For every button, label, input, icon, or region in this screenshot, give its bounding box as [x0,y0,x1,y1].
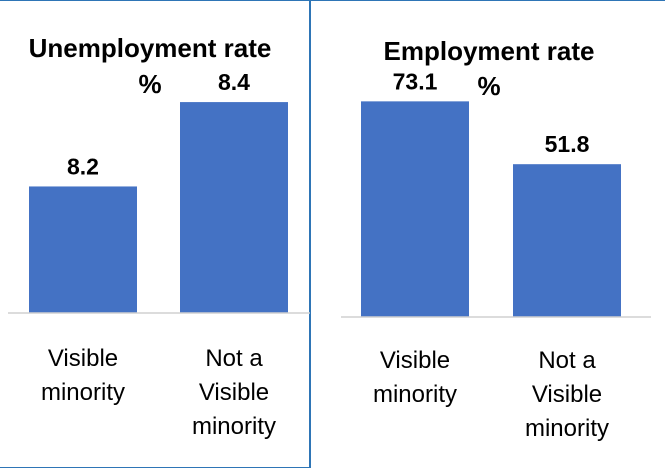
data-label-2: 8.4 [218,69,250,95]
unemployment-chart: Unemployment rate % 8.2 Visible minority 8.… [8,33,310,440]
category-label-1: Visible minority [373,347,457,408]
bar-1 [361,101,469,317]
category-label-1: Visible minority [41,345,125,406]
chart-title-line-2: % [477,71,500,101]
bar-2 [180,102,288,313]
data-label-2: 51.8 [545,131,590,157]
unemployment-chart-panel: Unemployment rate % 8.2 Visible minority 8.… [0,0,310,468]
chart-title-line-1: Unemployment rate [29,33,272,63]
chart-title-line-1: Employment rate [384,36,595,66]
employment-chart-panel: Employment rate % 73.1 Visible minority 51.… [310,0,665,468]
bar-1 [29,186,137,313]
category-label-2: Not a Visible minority [525,347,609,442]
employment-chart: Employment rate % 73.1 Visible minority 51.… [341,36,651,442]
category-label-2: Not a Visible minority [192,345,276,440]
data-label-1: 8.2 [67,153,99,179]
chart-title-line-2: % [138,69,161,99]
bar-2 [513,164,621,317]
data-label-1: 73.1 [393,68,438,94]
